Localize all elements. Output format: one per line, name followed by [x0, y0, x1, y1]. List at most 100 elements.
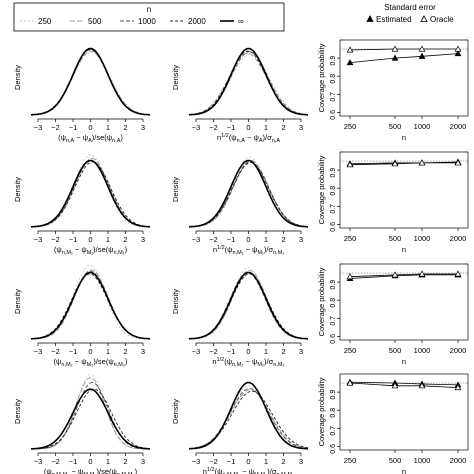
y-tick-label: 0.6 — [330, 222, 337, 232]
x-axis-label: n — [402, 467, 406, 474]
coverage-line-estimated — [349, 53, 459, 63]
xlabel-sub: A — [88, 138, 92, 144]
y-axis-label: Density — [13, 65, 22, 90]
x-tick-label: 1000 — [414, 234, 431, 243]
xlabel-part: ) — [125, 357, 128, 366]
xlabel-part: − ψ — [240, 467, 254, 474]
y-axis-label: Coverage probability — [317, 43, 326, 112]
x-tick-label: 250 — [344, 122, 357, 131]
panel-r0-c2: 0.6 0.7 0.8 0.9 250 500 1000 2000 n Coverage prob… — [317, 39, 469, 142]
x-tick-label: 2 — [281, 235, 285, 244]
x-tick-label: 0 — [88, 347, 92, 356]
xlabel-sub: n,M₂ — [114, 362, 125, 368]
y-tick-label: 0.6 — [330, 110, 337, 120]
xlabel-part: − ψ — [245, 133, 259, 142]
xlabel-sub: M₁ — [257, 250, 264, 256]
coverage-line-oracle — [349, 48, 458, 51]
xlabel-part: (ψ — [215, 467, 223, 474]
x-tick-label: 1000 — [414, 346, 431, 355]
x-tick-label: −1 — [227, 123, 236, 132]
xlabel-sub: n,A — [272, 138, 281, 144]
xlabel-sub: M₂ — [257, 362, 264, 368]
coverage-point-oracle — [346, 161, 354, 168]
x-tick-label: 2 — [123, 457, 127, 466]
coverage-line-oracle — [349, 162, 458, 166]
y-axis-label: Density — [13, 289, 22, 314]
x-tick-label: −2 — [51, 457, 60, 466]
legend-se-marker — [366, 15, 374, 22]
xlabel-part: )/σ — [264, 357, 274, 366]
density-curve-n500 — [31, 158, 151, 228]
x-tick-label: −3 — [192, 235, 201, 244]
xlabel-sub: n,M₁M₂ — [117, 472, 135, 474]
density-curve-n∞ — [31, 388, 150, 450]
x-tick-label: 2000 — [450, 456, 467, 465]
y-tick-label: 0.9 — [330, 168, 337, 178]
x-tick-label: 3 — [299, 347, 303, 356]
y-axis-label: Density — [171, 399, 180, 424]
legend-se-label: Estimated — [376, 15, 412, 24]
x-tick-label: −2 — [209, 235, 218, 244]
coverage-point-oracle — [418, 270, 426, 277]
density-curve-n1000 — [31, 382, 150, 450]
x-tick-label: 1 — [106, 235, 110, 244]
y-axis-label: Density — [171, 65, 180, 90]
x-tick-label: 1 — [106, 457, 110, 466]
coverage-line-oracle — [349, 382, 459, 388]
coverage-point-estimated — [418, 52, 426, 59]
y-tick-label: 0.8 — [330, 298, 337, 308]
x-tick-label: −3 — [192, 123, 201, 132]
density-curve-n1000 — [188, 51, 309, 116]
xlabel-part: (ψ — [225, 245, 233, 254]
xlabel-part: − ψ — [73, 245, 87, 254]
density-curve-n2000 — [189, 162, 309, 228]
x-tick-label: −1 — [69, 123, 78, 132]
legend-se-marker — [420, 15, 428, 22]
density-curve-n2000 — [188, 273, 309, 340]
legend-se-label: Oracle — [430, 15, 454, 24]
x-tick-label: −1 — [69, 347, 78, 356]
x-tick-label: 250 — [344, 346, 357, 355]
density-curve-n250 — [31, 373, 150, 450]
x-tick-label: 2 — [123, 235, 127, 244]
xlabel-part: )/σ — [263, 133, 273, 142]
density-curve-n2000 — [30, 48, 151, 116]
y-tick-label: 0.7 — [330, 426, 337, 436]
x-axis-label: n1/2(ψn,M₁M₂ − ψM₁M₂)/σn,M₁M₂ — [203, 467, 294, 474]
legend-n: n 250 500 1000 2000 ∞ — [13, 2, 285, 32]
xlabel-sup: 1/2 — [221, 133, 229, 139]
xlabel-sup: 1/2 — [207, 467, 215, 473]
density-curve-n1000 — [30, 49, 151, 116]
x-tick-label: 1 — [106, 347, 110, 356]
x-tick-label: −1 — [227, 235, 236, 244]
x-tick-label: 1000 — [414, 456, 431, 465]
x-tick-label: −2 — [51, 347, 60, 356]
coverage-point-estimated — [346, 59, 354, 66]
x-tick-label: 2 — [281, 123, 285, 132]
x-tick-label: −3 — [34, 123, 43, 132]
x-tick-label: −1 — [227, 347, 236, 356]
xlabel-part: − ψ — [243, 357, 257, 366]
density-curve-n1000 — [188, 272, 308, 340]
x-tick-label: 3 — [299, 457, 303, 466]
legend-n-entry: 1000 — [120, 17, 156, 26]
xlabel-sup: 1/2 — [217, 357, 225, 363]
x-tick-label: 0 — [246, 457, 250, 466]
x-tick-label: 1 — [264, 123, 268, 132]
x-tick-label: 0 — [246, 235, 250, 244]
panel-r1-c2: 0.6 0.7 0.8 0.9 250 500 1000 2000 n Coverage prob… — [317, 151, 469, 254]
xlabel-part: n — [212, 357, 216, 366]
xlabel-sub: n,M₁ — [233, 250, 244, 256]
coverage-point-oracle — [454, 384, 462, 391]
plot-frame — [339, 39, 469, 117]
x-tick-label: 1 — [264, 235, 268, 244]
xlabel-part: n — [213, 245, 217, 254]
xlabel-sub: n,M₁ — [62, 250, 73, 256]
x-tick-label: 3 — [141, 457, 145, 466]
xlabel-part: (ψ — [54, 245, 62, 254]
